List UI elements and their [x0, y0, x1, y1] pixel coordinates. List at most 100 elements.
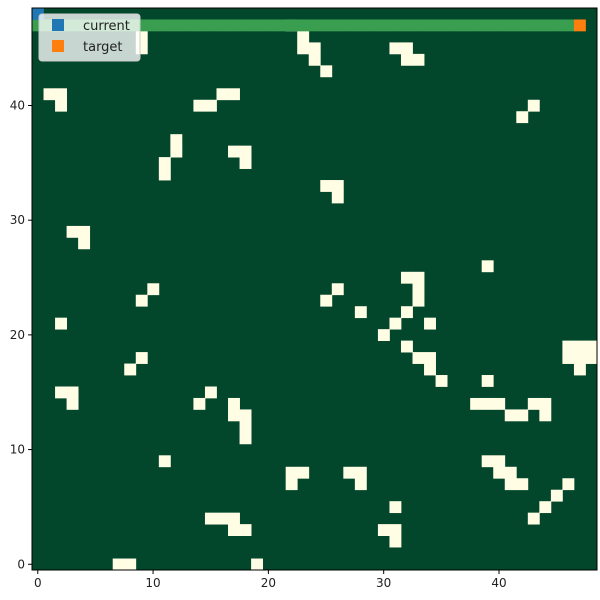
obstacle-cell — [285, 466, 298, 479]
target-marker — [573, 19, 586, 32]
y-tick-label: 20 — [10, 328, 25, 342]
obstacle-cell — [585, 340, 598, 353]
path-cell — [262, 19, 275, 32]
obstacle-cell — [504, 409, 517, 422]
obstacle-cell — [573, 352, 586, 364]
obstacle-cell — [516, 409, 529, 422]
path-cell — [539, 19, 552, 32]
obstacle-cell — [354, 466, 367, 479]
axes-frame — [31, 7, 598, 571]
obstacle-cell — [66, 386, 79, 399]
obstacle-cell — [343, 466, 356, 479]
obstacle-cell — [124, 558, 137, 571]
obstacle-cell — [562, 352, 575, 364]
obstacle-cell — [147, 283, 160, 296]
obstacle-cell — [228, 397, 240, 410]
obstacle-cell — [504, 466, 517, 479]
obstacle-cell — [78, 225, 91, 238]
obstacle-cell — [228, 88, 240, 101]
x-tick-label: 20 — [261, 576, 276, 590]
path-cell — [470, 19, 483, 32]
obstacle-cell — [204, 99, 217, 112]
current-marker — [32, 8, 44, 20]
obstacle-cell — [377, 329, 390, 342]
obstacle-cell — [550, 489, 563, 502]
path-cell — [251, 19, 264, 32]
path-cell — [331, 19, 344, 32]
obstacle-cell — [170, 145, 183, 158]
obstacle-cell — [424, 363, 436, 376]
obstacle-cell — [158, 455, 171, 468]
obstacle-cell — [400, 340, 413, 353]
obstacle-cell — [516, 478, 529, 491]
path-cell — [389, 19, 402, 32]
obstacle-cell — [424, 352, 436, 364]
path-cell — [308, 19, 321, 32]
obstacle-cell — [331, 283, 344, 296]
obstacle-cell — [204, 386, 217, 399]
path-cell — [504, 19, 517, 32]
x-tick-label: 40 — [491, 576, 506, 590]
obstacle-cell — [228, 512, 240, 525]
obstacle-cell — [481, 260, 494, 273]
obstacle-cell — [481, 455, 494, 468]
obstacle-cell — [251, 558, 264, 571]
obstacle-cell — [55, 386, 67, 399]
obstacle-cell — [504, 478, 517, 491]
obstacle-cell — [573, 340, 586, 353]
obstacle-cell — [320, 180, 333, 192]
path-cell — [204, 19, 217, 32]
obstacle-cell — [239, 432, 252, 445]
obstacle-cell — [527, 99, 540, 112]
path-cell — [181, 19, 194, 32]
obstacle-cell — [204, 512, 217, 525]
obstacle-cell — [55, 88, 67, 101]
obstacle-cell — [539, 501, 552, 514]
y-tick-label: 10 — [10, 443, 25, 457]
obstacle-cell — [539, 409, 552, 422]
path-cell — [481, 19, 494, 32]
legend-label-target: target — [83, 40, 123, 55]
obstacle-cell — [308, 53, 321, 66]
obstacle-cell — [516, 111, 529, 124]
legend-swatch-target — [52, 40, 64, 52]
x-tick-label: 30 — [376, 576, 391, 590]
axes: 0 10 20 30 40 0 10 20 30 40 — [10, 7, 598, 590]
path-cell — [32, 19, 44, 32]
path-cell — [400, 19, 413, 32]
path-cell — [297, 19, 310, 32]
path-cell — [193, 19, 206, 32]
obstacle-cell — [331, 180, 344, 192]
path-cell — [412, 19, 425, 32]
path-cell — [550, 19, 563, 32]
obstacle-cell — [377, 524, 390, 536]
obstacle-cell — [112, 558, 125, 571]
x-tick-label: 0 — [34, 576, 42, 590]
obstacle-cell — [562, 340, 575, 353]
path-cell — [562, 19, 575, 32]
obstacle-cell — [66, 397, 79, 410]
obstacle-cell — [66, 225, 79, 238]
obstacle-cell — [228, 409, 240, 422]
obstacle-cell — [435, 375, 448, 387]
obstacle-cell — [124, 363, 137, 376]
obstacle-cell — [308, 42, 321, 55]
obstacle-cell — [135, 42, 148, 55]
obstacle-cell — [585, 352, 598, 364]
path-cell — [447, 19, 460, 32]
obstacle-cell — [297, 42, 310, 55]
legend-swatch-current — [52, 19, 64, 31]
obstacle-cell — [412, 294, 425, 307]
obstacle-cell — [527, 512, 540, 525]
path-cell — [458, 19, 471, 32]
path-cell — [320, 19, 333, 32]
obstacle-cell — [389, 535, 402, 548]
obstacle-cell — [239, 157, 252, 169]
path-cell — [285, 19, 298, 32]
obstacle-cell — [55, 99, 67, 112]
obstacle-cell — [400, 42, 413, 55]
path-cell — [274, 19, 287, 32]
obstacle-cell — [297, 466, 310, 479]
obstacle-cell — [320, 294, 333, 307]
